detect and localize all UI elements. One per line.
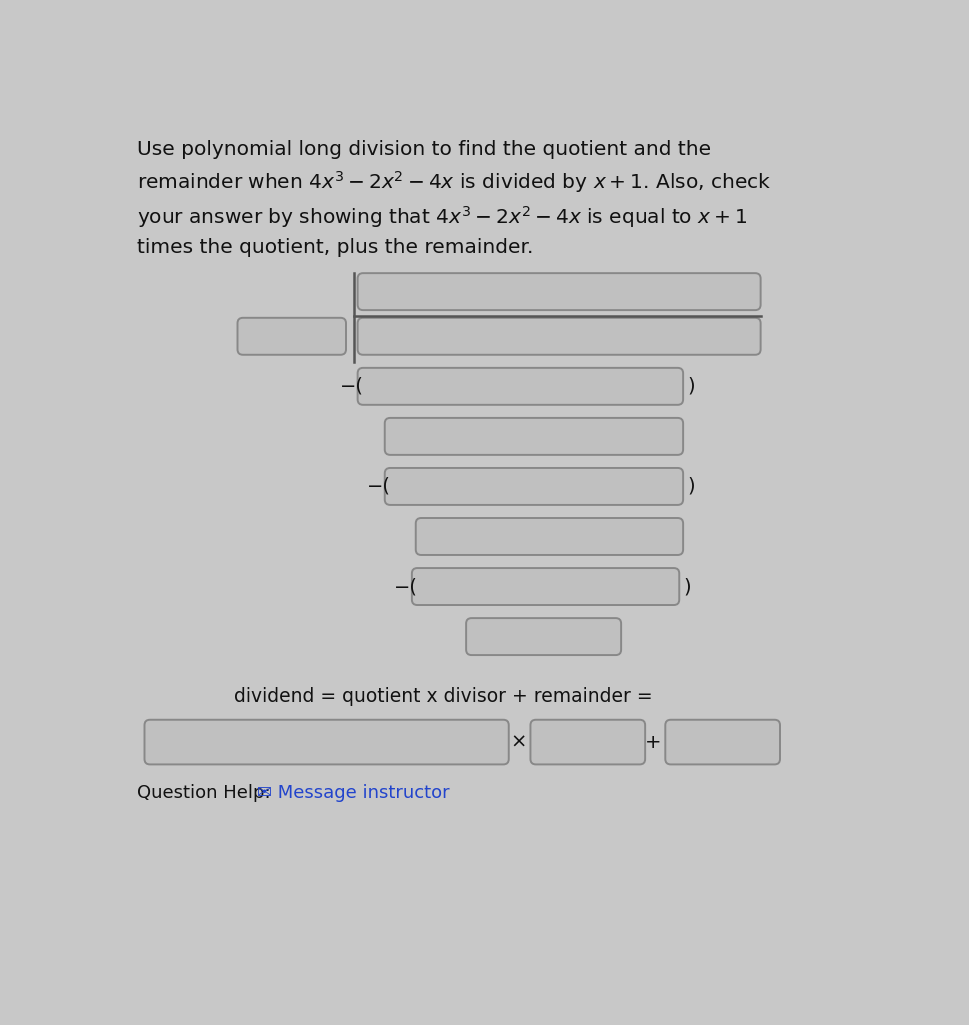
Text: −(: −( <box>339 377 363 396</box>
FancyBboxPatch shape <box>237 318 346 355</box>
Text: Question Help:: Question Help: <box>137 784 270 802</box>
FancyBboxPatch shape <box>385 418 682 455</box>
FancyBboxPatch shape <box>358 318 760 355</box>
Text: ×: × <box>510 733 526 751</box>
FancyBboxPatch shape <box>385 468 682 505</box>
Text: ): ) <box>682 577 690 597</box>
FancyBboxPatch shape <box>416 518 682 555</box>
FancyBboxPatch shape <box>412 568 678 605</box>
FancyBboxPatch shape <box>358 368 682 405</box>
Text: Use polynomial long division to find the quotient and the
remainder when $4x^3 -: Use polynomial long division to find the… <box>137 140 770 257</box>
FancyBboxPatch shape <box>358 273 760 311</box>
Text: Message instructor: Message instructor <box>272 784 450 802</box>
Text: ): ) <box>686 477 694 496</box>
Text: −(: −( <box>366 477 391 496</box>
Text: ): ) <box>686 377 694 396</box>
Text: +: + <box>644 733 661 751</box>
FancyBboxPatch shape <box>530 720 644 765</box>
FancyBboxPatch shape <box>665 720 779 765</box>
Text: dividend = quotient x divisor + remainder =: dividend = quotient x divisor + remainde… <box>234 687 651 706</box>
Text: ✉: ✉ <box>257 784 271 802</box>
FancyBboxPatch shape <box>466 618 620 655</box>
FancyBboxPatch shape <box>144 720 508 765</box>
Text: −(: −( <box>393 577 418 597</box>
